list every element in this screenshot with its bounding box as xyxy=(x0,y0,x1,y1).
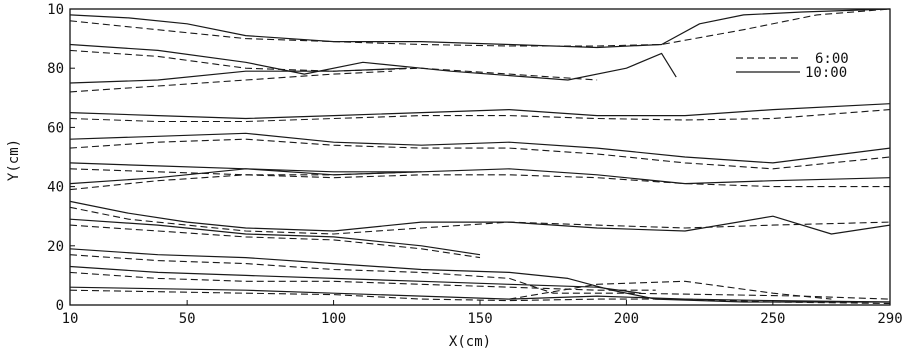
series-10-00-line-3 xyxy=(69,103,891,120)
x-tick-label-250: 250 xyxy=(760,311,785,327)
series-10-00-line-10 xyxy=(69,265,642,294)
series-6-00-line-0 xyxy=(69,8,891,47)
x-tick-label-150: 150 xyxy=(467,311,492,327)
x-axis-title: X(cm) xyxy=(449,334,491,350)
y-axis-title: Y(cm) xyxy=(6,139,22,181)
x-tick-label-50: 50 xyxy=(179,311,196,327)
y-tick-label-0: 0 xyxy=(56,298,64,314)
series-6-00-line-6 xyxy=(69,171,422,191)
plot-frame xyxy=(69,8,891,306)
y-tick-label-100: 10 xyxy=(47,2,64,18)
plot-border xyxy=(69,8,891,306)
series-10-00-line-7 xyxy=(69,200,891,235)
legend: 6:00 10:00 xyxy=(736,51,849,81)
x-tick-label-10: 10 xyxy=(62,311,79,327)
series-10-00-line-1 xyxy=(69,43,677,81)
series-10-00-line-6 xyxy=(69,168,422,185)
series-6-00-line-5 xyxy=(69,168,890,188)
series-6-00 xyxy=(69,8,891,305)
y-tick-label-40: 40 xyxy=(47,180,64,196)
series-6-00-line-4 xyxy=(69,138,891,170)
y-tick-label-80: 80 xyxy=(47,61,64,77)
series-layer xyxy=(69,8,891,305)
series-6-00-line-12 xyxy=(509,280,832,300)
series-6-00-line-10 xyxy=(69,271,656,291)
series-10-00-line-9 xyxy=(69,248,890,303)
series-10-00-line-4 xyxy=(69,132,891,164)
series-10-00-line-0 xyxy=(69,8,891,49)
y-axis-ticks: 0 20 40 60 80 10 xyxy=(47,2,75,314)
x-tick-label-290: 290 xyxy=(877,311,902,327)
series-10-00-line-2 xyxy=(69,67,407,84)
series-6-00-line-7 xyxy=(69,206,891,235)
y-tick-label-60: 60 xyxy=(47,120,64,136)
series-6-00-line-2 xyxy=(69,70,393,93)
series-10-00-line-5 xyxy=(69,162,891,185)
legend-label-10-00: 10:00 xyxy=(805,65,847,81)
series-10-00-line-8 xyxy=(69,218,481,256)
x-tick-label-100: 100 xyxy=(321,311,346,327)
series-6-00-line-3 xyxy=(69,109,891,123)
y-tick-label-20: 20 xyxy=(47,239,64,255)
series-6-00-line-1 xyxy=(69,49,598,81)
x-tick-label-200: 200 xyxy=(614,311,639,327)
legend-label-6-00: 6:00 xyxy=(815,51,849,67)
series-10-00-line-11 xyxy=(69,286,891,303)
series-6-00-line-8 xyxy=(69,224,481,259)
series-10-00 xyxy=(69,8,891,303)
x-axis-ticks: 10 50 100 150 200 250 290 xyxy=(62,300,903,327)
series-6-00-line-9 xyxy=(69,254,891,300)
